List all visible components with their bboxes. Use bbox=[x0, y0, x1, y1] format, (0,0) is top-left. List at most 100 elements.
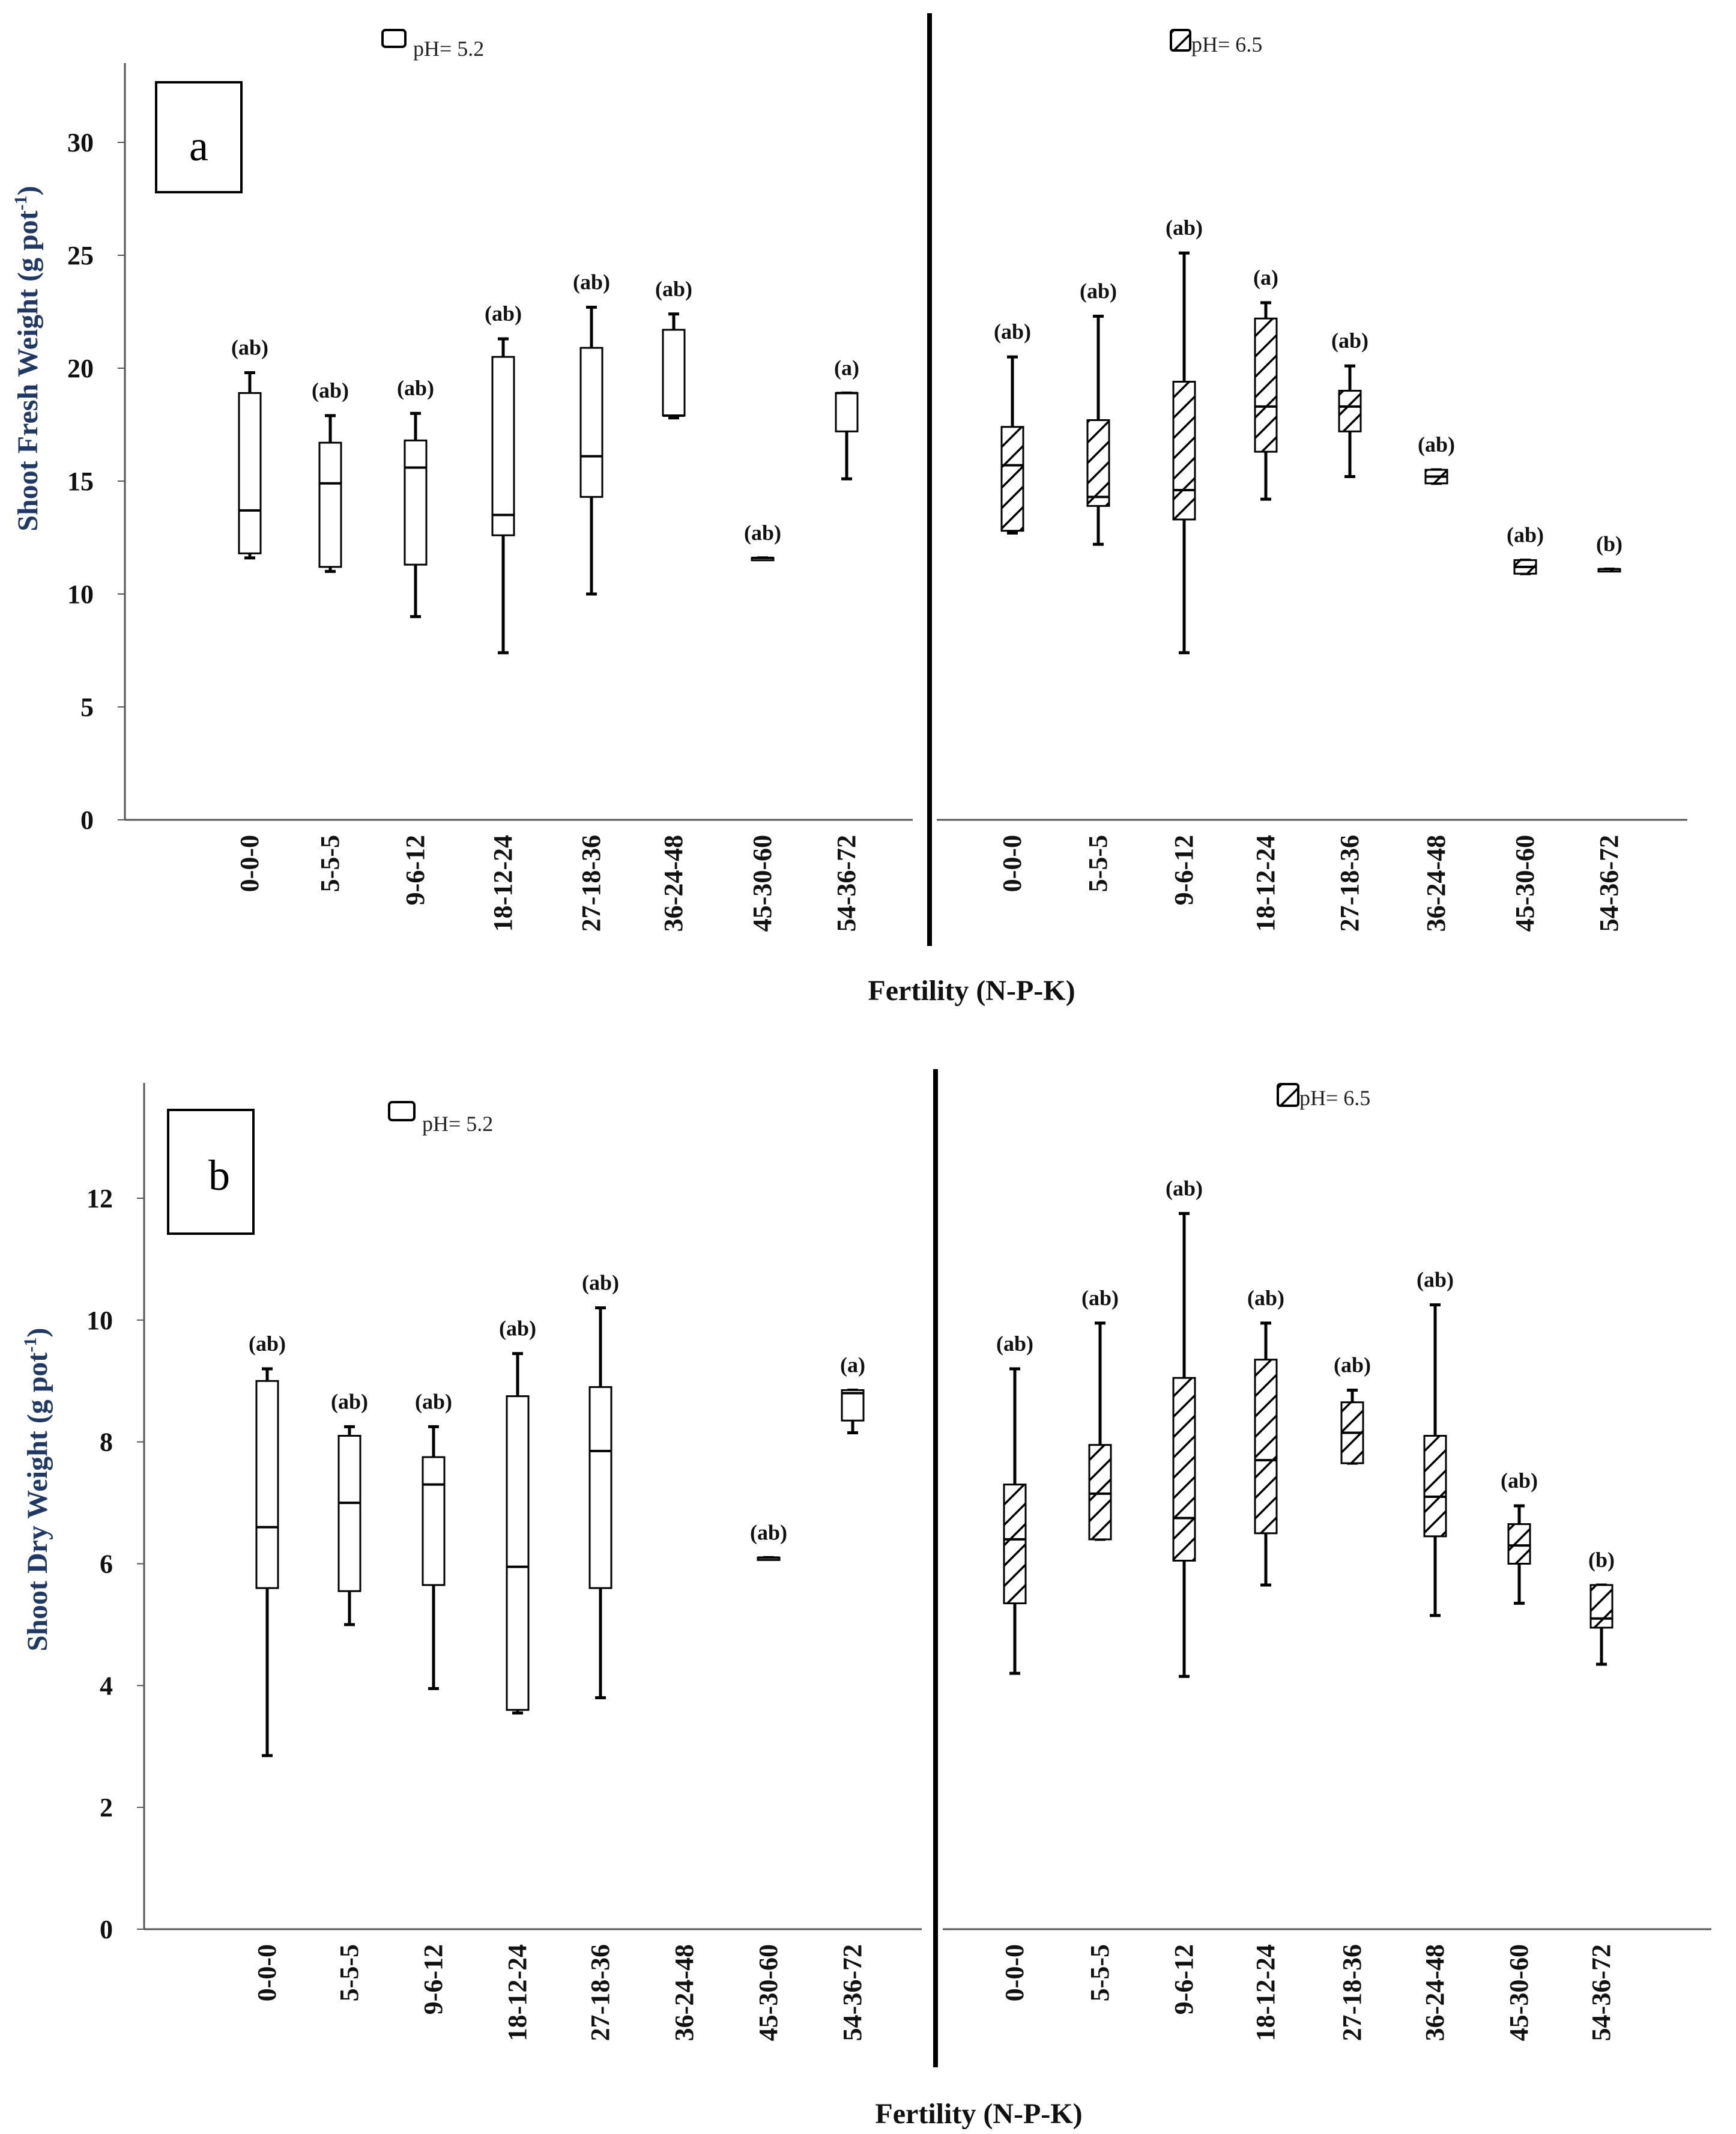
panel-a: a Shoot Fresh Weight (g pot-1) 0 5 10 15 20 2… bbox=[11, 13, 1687, 1007]
box-iqr bbox=[1172, 381, 1196, 521]
x-category-label: 0-0-0 bbox=[1000, 1944, 1029, 2001]
significance-label: (ab) bbox=[1501, 1469, 1538, 1493]
box-iqr bbox=[1000, 426, 1024, 532]
significance-label: (a) bbox=[1253, 265, 1278, 289]
box-iqr bbox=[1338, 390, 1362, 432]
box-iqr bbox=[1088, 1444, 1112, 1541]
y-tick-label: 0 bbox=[100, 1915, 113, 1944]
x-category-label: 9-6-12 bbox=[419, 1944, 448, 2014]
significance-label: (b) bbox=[1596, 532, 1623, 556]
significance-label: (ab) bbox=[582, 1271, 619, 1295]
y-tick-label: 10 bbox=[86, 1306, 113, 1335]
x-category-label: 54-36-72 bbox=[838, 1944, 867, 2041]
x-category-label: 9-6-12 bbox=[1169, 1944, 1199, 2014]
significance-label: (ab) bbox=[655, 277, 692, 301]
x-category-label: 27-18-36 bbox=[585, 1944, 615, 2041]
box-iqr bbox=[662, 329, 686, 417]
significance-label: (ab) bbox=[1334, 1353, 1371, 1377]
significance-label: (ab) bbox=[1507, 523, 1544, 547]
x-category-label: 9-6-12 bbox=[401, 835, 430, 905]
panel-a-x-axis-label: Fertility (N-P-K) bbox=[868, 975, 1075, 1007]
x-category-label: 0-0-0 bbox=[235, 835, 264, 892]
box-iqr bbox=[1254, 1359, 1278, 1535]
panel-b-label: b bbox=[208, 1151, 230, 1199]
box-iqr bbox=[579, 347, 603, 498]
box-iqr bbox=[835, 392, 859, 432]
x-category-label: 0-0-0 bbox=[997, 835, 1027, 892]
x-category-label: 27-18-36 bbox=[576, 835, 606, 932]
panel-a-boxes-ph65: 0-0-0 (ab) 5-5-5 (ab) 9-6-12 (ab) 18-12-24 (a) 2… bbox=[994, 216, 1624, 932]
box-iqr bbox=[1423, 1435, 1447, 1538]
box-iqr bbox=[337, 1435, 361, 1592]
significance-label: (ab) bbox=[994, 320, 1031, 344]
y-tick-label: 8 bbox=[100, 1428, 113, 1457]
box-iqr bbox=[404, 439, 428, 566]
x-category-label: 18-12-24 bbox=[1251, 835, 1280, 932]
significance-label: (ab) bbox=[1080, 279, 1117, 303]
box-iqr bbox=[255, 1380, 279, 1589]
significance-label: (b) bbox=[1588, 1548, 1615, 1572]
box-iqr bbox=[318, 441, 342, 568]
significance-label: (ab) bbox=[1247, 1286, 1284, 1310]
x-category-label: 5-5-5 bbox=[1083, 835, 1113, 892]
x-category-label: 0-0-0 bbox=[252, 1944, 282, 2001]
significance-label: (ab) bbox=[499, 1317, 536, 1341]
y-tick-label: 6 bbox=[100, 1550, 113, 1579]
significance-label: (a) bbox=[834, 356, 859, 380]
x-category-label: 54-36-72 bbox=[832, 835, 861, 932]
x-category-label: 5-5-5 bbox=[315, 835, 345, 892]
panel-b-x-axis-label: Fertility (N-P-K) bbox=[875, 2098, 1082, 2130]
x-category-label: 54-36-72 bbox=[1586, 1944, 1616, 2041]
panel-a-y-axis-label: Shoot Fresh Weight (g pot-1) bbox=[11, 186, 44, 531]
panel-a-y-ticks: 0 5 10 15 20 25 30 bbox=[67, 128, 125, 835]
y-tick-label: 12 bbox=[86, 1184, 113, 1213]
panel-b-label-box bbox=[167, 1109, 255, 1235]
box-iqr bbox=[1003, 1484, 1027, 1604]
x-category-label: 45-30-60 bbox=[1504, 1944, 1534, 2041]
significance-label: (ab) bbox=[1166, 1176, 1203, 1200]
panel-b-boxes-ph52: 0-0-0 (ab) 5-5-5 (ab) 9-6-12 (ab) 18-12-24 (ab)… bbox=[249, 1271, 867, 2042]
box-iqr bbox=[238, 392, 262, 554]
significance-label: (ab) bbox=[331, 1389, 368, 1413]
panel-b-legend-right-label: pH= 6.5 bbox=[1299, 1086, 1370, 1110]
x-category-label: 9-6-12 bbox=[1169, 835, 1199, 905]
y-tick-label: 2 bbox=[100, 1793, 113, 1822]
y-tick-label: 30 bbox=[67, 128, 94, 157]
box-iqr bbox=[588, 1386, 612, 1589]
x-category-label: 18-12-24 bbox=[503, 1944, 532, 2041]
significance-label: (ab) bbox=[750, 1520, 787, 1544]
y-tick-label: 10 bbox=[67, 580, 94, 609]
x-category-label: 36-24-48 bbox=[670, 1944, 699, 2041]
panel-b-boxes-ph65: 0-0-0 (ab) 5-5-5 (ab) 9-6-12 (ab) 18-12-24 (ab)… bbox=[996, 1176, 1616, 2041]
x-category-label: 5-5-5 bbox=[1085, 1944, 1114, 2001]
box-iqr bbox=[491, 356, 515, 536]
panel-b-y-ticks: 0 2 4 6 8 10 12 bbox=[86, 1184, 144, 1944]
x-category-label: 27-18-36 bbox=[1335, 835, 1364, 932]
significance-label: (ab) bbox=[744, 521, 781, 545]
significance-label: (ab) bbox=[231, 336, 268, 360]
significance-label: (ab) bbox=[249, 1332, 286, 1356]
x-category-label: 45-30-60 bbox=[1510, 835, 1540, 932]
panel-b-legend-left-label: pH= 5.2 bbox=[422, 1112, 493, 1136]
box-iqr bbox=[1086, 419, 1110, 507]
x-category-label: 54-36-72 bbox=[1594, 835, 1624, 932]
panel-a-label-box bbox=[155, 81, 243, 193]
significance-label: (a) bbox=[840, 1353, 865, 1377]
panel-b-legend-right-swatch bbox=[1277, 1083, 1299, 1107]
panel-a-boxes-ph52: 0-0-0 (ab) 5-5-5 (ab) 9-6-12 (ab) 18-12-24 (ab)… bbox=[231, 270, 861, 932]
significance-label: (ab) bbox=[485, 302, 522, 326]
x-category-label: 36-24-48 bbox=[1420, 1944, 1450, 2041]
significance-label: (ab) bbox=[1166, 216, 1203, 240]
y-tick-label: 0 bbox=[80, 805, 94, 835]
x-category-label: 18-12-24 bbox=[1251, 1944, 1280, 2041]
panel-a-legend-left-label: pH= 5.2 bbox=[413, 37, 484, 61]
significance-label: (ab) bbox=[1417, 1267, 1454, 1291]
x-category-label: 36-24-48 bbox=[1421, 835, 1451, 932]
panel-a-legend-left-swatch bbox=[381, 29, 407, 48]
panel-a-legend-right-label: pH= 6.5 bbox=[1191, 32, 1262, 56]
y-tick-label: 25 bbox=[67, 241, 94, 270]
x-category-label: 36-24-48 bbox=[659, 835, 688, 932]
box-iqr bbox=[1507, 1523, 1531, 1565]
x-category-label: 45-30-60 bbox=[754, 1944, 783, 2041]
